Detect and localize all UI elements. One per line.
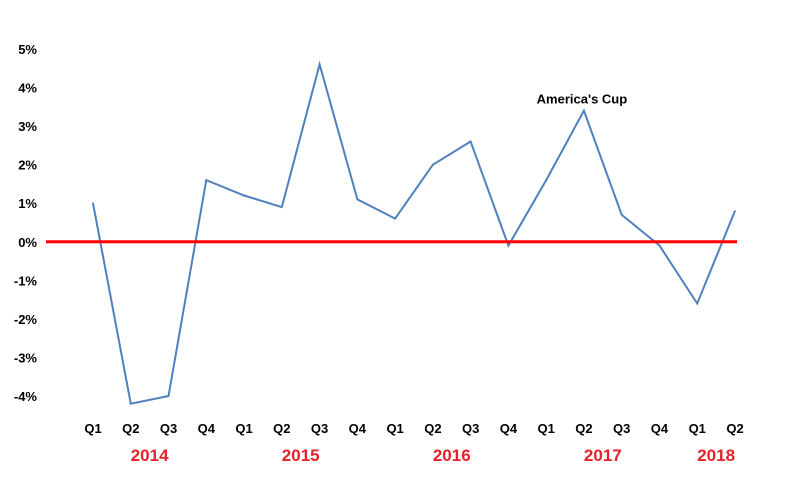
x-tick-label: Q1 <box>386 421 403 436</box>
y-tick-label: -4% <box>14 389 38 404</box>
data-point <box>620 213 623 216</box>
y-tick-label: 5% <box>18 42 37 57</box>
data-point <box>507 244 510 247</box>
data-point <box>167 395 170 397</box>
year-label: 2016 <box>433 446 471 465</box>
data-point <box>205 179 208 181</box>
year-label: 2018 <box>697 446 735 465</box>
x-tick-label: Q4 <box>500 421 518 436</box>
x-tick-label: Q1 <box>235 421 252 436</box>
x-tick-label: Q3 <box>462 421 479 436</box>
x-tick-label: Q4 <box>198 421 216 436</box>
y-tick-label: 0% <box>18 235 37 250</box>
data-point <box>243 194 245 197</box>
y-tick-label: 3% <box>18 119 37 134</box>
data-point <box>545 179 547 181</box>
y-axis: 5% 4% 3% 2% 1% 0% -1% -2% -3% -4% <box>14 42 38 404</box>
annotations: America's Cup <box>537 92 628 107</box>
x-axis: Q1 Q2 Q3 Q4 Q1 Q2 Q3 Q4 Q1 Q2 Q3 Q4 Q1 Q2 Q3 Q4 Q1 Q2 <box>84 421 743 436</box>
x-tick-label: Q1 <box>538 421 555 436</box>
year-label: 2014 <box>131 446 169 465</box>
x-tick-label: Q1 <box>689 421 706 436</box>
series-line <box>92 60 736 405</box>
data-point <box>394 217 396 220</box>
y-tick-label: -3% <box>14 350 38 365</box>
x-tick-label: Q3 <box>311 421 328 436</box>
y-tick-label: -1% <box>14 273 38 288</box>
data-point <box>129 402 132 405</box>
year-label: 2015 <box>282 446 320 465</box>
x-tick-label: Q2 <box>273 421 290 436</box>
data-point <box>469 140 472 143</box>
y-tick-label: 4% <box>18 81 37 96</box>
x-tick-label: Q4 <box>349 421 367 436</box>
series-group <box>92 60 736 405</box>
annotation-label: America's Cup <box>537 92 628 107</box>
data-point <box>734 210 736 212</box>
data-point <box>281 206 283 208</box>
x-tick-label: Q2 <box>575 421 592 436</box>
data-point <box>658 244 661 247</box>
data-point <box>92 202 94 205</box>
y-tick-label: 1% <box>18 196 37 211</box>
data-point <box>583 109 585 112</box>
data-point <box>696 302 699 305</box>
y-tick-label: -2% <box>14 312 38 327</box>
year-labels: 2014 2015 2016 2017 2018 <box>131 446 735 465</box>
y-tick-label: 2% <box>18 158 37 173</box>
year-label: 2017 <box>584 446 622 465</box>
data-point <box>318 63 321 66</box>
x-tick-label: Q2 <box>726 421 743 436</box>
x-tick-label: Q2 <box>122 421 139 436</box>
x-tick-label: Q3 <box>613 421 630 436</box>
data-point <box>356 198 359 201</box>
data-point <box>432 163 434 166</box>
x-tick-label: Q1 <box>84 421 101 436</box>
x-tick-label: Q3 <box>160 421 177 436</box>
x-tick-label: Q4 <box>651 421 669 436</box>
x-tick-label: Q2 <box>424 421 441 436</box>
